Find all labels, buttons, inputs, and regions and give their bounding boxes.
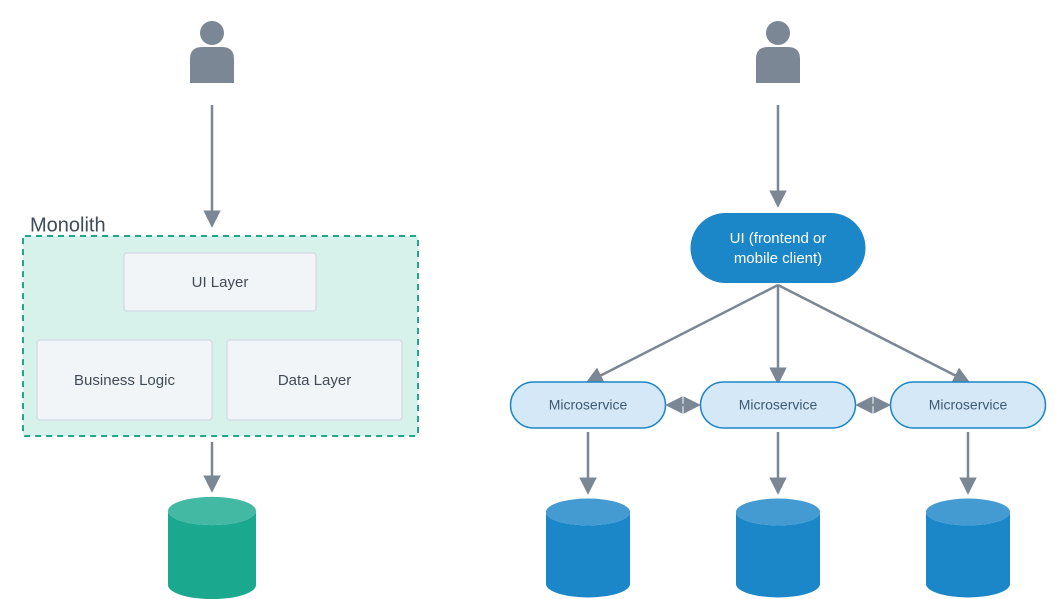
ui-frontend-node: UI (frontend or mobile client) [691, 213, 866, 283]
database-ms-1 [736, 499, 820, 598]
section-title-monolith: Monolith [30, 214, 106, 236]
arrow-ui-to-ms-0 [588, 285, 778, 382]
microservice-node-2: Microservice [891, 382, 1046, 428]
user-icon-monolith [190, 21, 234, 83]
database-ms-0 [546, 499, 630, 598]
monolith-business-logic-label: Business Logic [74, 372, 175, 389]
database-monolith [168, 497, 256, 599]
microservice-label-1: Microservice [739, 397, 818, 413]
microservice-node-0: Microservice [511, 382, 666, 428]
ui-frontend-label-1: UI (frontend or [730, 230, 827, 247]
microservice-node-1: Microservice [701, 382, 856, 428]
monolith-data-layer: Data Layer [227, 340, 402, 420]
monolith-business-logic: Business Logic [37, 340, 212, 420]
arrow-ui-to-ms-2 [778, 285, 968, 382]
monolith-ui-layer-label: UI Layer [192, 274, 249, 291]
microservice-label-2: Microservice [929, 397, 1008, 413]
microservice-label-0: Microservice [549, 397, 628, 413]
ui-frontend-label-2: mobile client) [734, 250, 822, 267]
monolith-data-layer-label: Data Layer [278, 372, 351, 389]
architecture-diagram: Monolith UI Layer Business Logic Data Layer… [0, 0, 1056, 599]
database-ms-2 [926, 499, 1010, 598]
monolith-ui-layer: UI Layer [124, 253, 316, 311]
user-icon-microservices [756, 21, 800, 83]
